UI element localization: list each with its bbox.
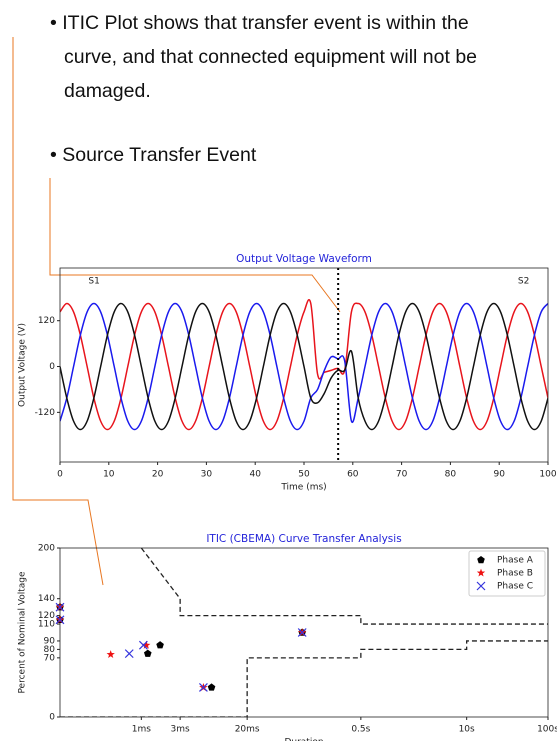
pentagon-marker (156, 641, 164, 649)
callout-line (12, 37, 104, 586)
itic-curve (140, 548, 548, 625)
waveform-line (60, 302, 548, 431)
plot-frame (59, 547, 549, 718)
x-marker (124, 649, 134, 659)
bullet-text: ITIC Plot shows that transfer event is w… (62, 12, 478, 102)
y-tick-label: 70 (44, 653, 56, 663)
y-tick-label: 140 (38, 594, 55, 604)
x-tick-label: 20 (152, 470, 164, 480)
x-tick-label: 3ms (171, 725, 190, 735)
y-tick-label: 80 (44, 645, 56, 655)
legend-marker (476, 568, 486, 577)
annotation: S1 (88, 276, 99, 286)
x-marker (55, 602, 65, 612)
x-marker (297, 628, 307, 637)
x-tick-label: 10 (103, 470, 115, 480)
y-tick-label: 0 (49, 362, 55, 372)
chart: ITIC (CBEMA) Curve Transfer Analysis Dura… (18, 533, 557, 741)
itic-curve (60, 640, 548, 717)
legend-box (468, 550, 546, 597)
x-tick-label: 1ms (132, 725, 151, 735)
x-tick-label: 90 (493, 470, 505, 480)
x-marker (199, 683, 208, 692)
y-tick-label: -120 (35, 408, 56, 418)
y-tick-label: 90 (44, 636, 56, 646)
plot-frame (59, 267, 549, 463)
pentagon-marker (143, 649, 152, 657)
legend-label: Phase C (497, 582, 533, 592)
x-marker (55, 615, 65, 625)
x-tick-label: 30 (201, 470, 213, 480)
x-tick-label: 70 (396, 470, 408, 480)
x-tick-label: 50 (298, 470, 310, 480)
y-tick-label: 120 (38, 611, 55, 621)
bullet: • Source Transfer Event (50, 144, 257, 166)
x-tick-label: 0 (57, 470, 63, 480)
plot-area (60, 548, 548, 717)
chart: Output Voltage Waveform Time (ms) Output V… (18, 253, 557, 493)
x-tick-label: 60 (347, 470, 359, 480)
y-tick-label: 120 (38, 316, 55, 326)
x-tick-label: 100 (539, 470, 556, 480)
bullet: • ITIC Plot shows that transfer event is… (50, 12, 478, 102)
x-tick-label: 80 (445, 470, 457, 480)
x-axis-label: Time (ms) (280, 483, 326, 493)
y-axis-label: Percent of Nominal Voltage (18, 571, 28, 694)
x-tick-label: 10s (459, 725, 475, 735)
pentagon-marker (207, 683, 216, 691)
bullet-text: Source Transfer Event (62, 144, 257, 166)
callout-line (49, 178, 341, 313)
chart-title: ITIC (CBEMA) Curve Transfer Analysis (206, 533, 401, 545)
y-tick-label: 0 (49, 713, 55, 723)
legend-label: Phase A (497, 556, 534, 566)
star-marker (142, 640, 151, 649)
legend-label: Phase B (497, 569, 533, 579)
star-marker (106, 650, 115, 659)
x-tick-label: 0.5s (351, 725, 370, 735)
y-axis-label: Output Voltage (V) (18, 323, 28, 407)
x-tick-label: 20ms (235, 725, 260, 735)
waveform-line (60, 302, 548, 431)
y-tick-label: 110 (38, 620, 55, 630)
legend-marker (476, 581, 486, 591)
x-marker (138, 640, 148, 650)
chart-title: Output Voltage Waveform (236, 253, 372, 265)
x-tick-label: 40 (249, 470, 261, 480)
x-tick-label: 100s (537, 725, 557, 735)
plot-area (60, 268, 548, 462)
legend-marker (477, 556, 485, 564)
annotation: S2 (518, 276, 529, 286)
y-tick-label: 200 (38, 544, 55, 554)
x-axis-label: Duration (284, 738, 323, 741)
